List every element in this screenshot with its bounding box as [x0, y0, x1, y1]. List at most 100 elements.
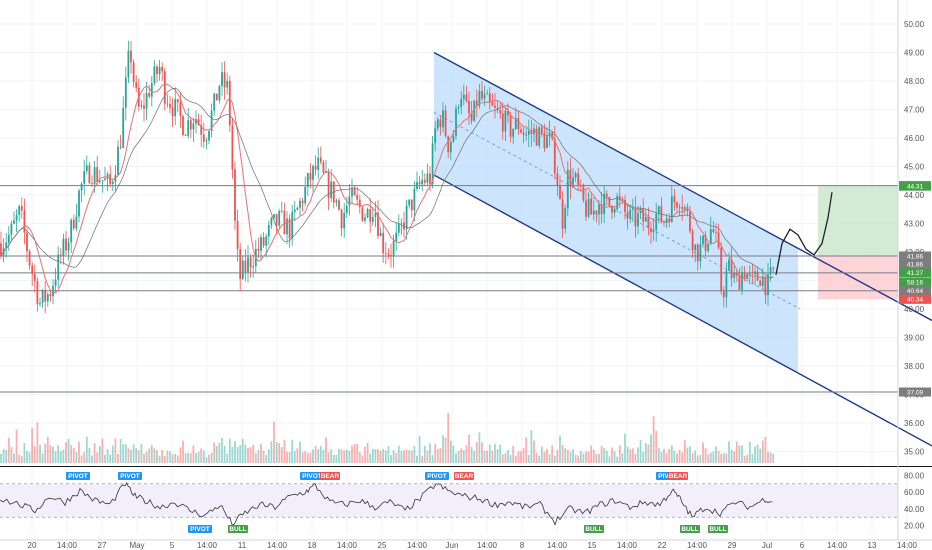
- target-zone: [818, 185, 898, 257]
- volume-bar: [85, 436, 88, 463]
- volume-bar: [743, 455, 746, 463]
- candle-body: [140, 105, 143, 107]
- candle-body: [491, 101, 494, 106]
- candle-body: [322, 162, 325, 173]
- candle-body: [616, 196, 619, 210]
- candle-body: [390, 254, 392, 257]
- candle-body: [278, 211, 281, 226]
- volume-bar: [267, 449, 270, 463]
- volume-bar: [44, 443, 47, 463]
- volume-bar: [161, 450, 164, 463]
- candle-body: [104, 178, 106, 181]
- candle-body: [49, 294, 52, 297]
- volume-bar: [738, 445, 741, 463]
- candle-body: [494, 105, 496, 108]
- candle-body: [522, 132, 525, 136]
- volume-bar: [371, 448, 374, 463]
- volume-bar: [442, 435, 444, 463]
- price-tick-label: 35.00: [904, 448, 925, 457]
- volume-bar: [702, 442, 704, 463]
- volume-bar: [421, 455, 424, 463]
- candle-body: [174, 99, 177, 117]
- volume-bar: [57, 445, 60, 463]
- volume-bar: [145, 451, 148, 463]
- volume-bar: [556, 449, 559, 463]
- volume-bar: [195, 453, 197, 463]
- candle-body: [525, 134, 528, 136]
- volume-bar: [462, 450, 465, 463]
- candle-body: [673, 196, 676, 203]
- candle-body: [621, 199, 624, 200]
- volume-bar: [478, 432, 481, 463]
- volume-bar: [390, 455, 392, 463]
- volume-bar: [340, 449, 343, 463]
- volume-bar: [88, 447, 91, 463]
- candle-body: [603, 193, 606, 215]
- volume-bar: [356, 443, 359, 463]
- candle-body: [301, 200, 304, 204]
- candle-body: [444, 110, 447, 137]
- candle-body: [236, 220, 239, 250]
- price-tick-label: 43.00: [904, 220, 925, 229]
- bull-tag-label: BULL: [681, 526, 698, 533]
- volume-bar: [730, 449, 733, 463]
- candle-body: [247, 257, 249, 273]
- volume-bar: [301, 452, 304, 463]
- candle-body: [652, 230, 655, 233]
- volume-bar: [600, 445, 603, 463]
- candle-body: [512, 128, 515, 137]
- volume-bar: [613, 451, 616, 463]
- candle-body: [234, 169, 236, 221]
- volume-bar: [117, 454, 119, 463]
- bear-tag: [320, 472, 340, 480]
- candle-body: [98, 180, 101, 183]
- volume-bar: [80, 455, 83, 463]
- pivot-tag-label: PIVOT: [120, 473, 140, 480]
- candle-body: [738, 275, 741, 290]
- candle-body: [397, 223, 400, 233]
- volume-bar: [533, 440, 535, 463]
- candle-body: [361, 207, 364, 221]
- candle-body: [631, 208, 634, 210]
- volume-bar: [590, 445, 593, 463]
- candle-body: [153, 66, 156, 84]
- bear-tag: [668, 472, 688, 480]
- candle-body: [605, 193, 608, 197]
- volume-bar: [18, 454, 21, 463]
- volume-bar: [431, 455, 434, 463]
- volume-bar: [577, 455, 580, 463]
- price-tick-label: 36.00: [904, 419, 925, 428]
- volume-bar: [759, 448, 762, 463]
- candle-body: [475, 100, 478, 106]
- volume-bar: [23, 443, 26, 463]
- candle-body: [696, 244, 699, 262]
- candle-body: [772, 267, 775, 269]
- volume-bar: [182, 440, 184, 463]
- volume-bar: [608, 456, 611, 463]
- candle-body: [106, 174, 109, 179]
- volume-bar: [369, 453, 372, 463]
- volume-bar: [221, 438, 223, 463]
- volume-bar: [236, 447, 239, 463]
- time-tick-label: 14:00: [197, 541, 218, 550]
- bull-tag: [584, 525, 604, 533]
- price-level-badge-label: 58:16: [907, 280, 924, 287]
- volume-bar: [13, 453, 15, 463]
- candle-body: [70, 219, 73, 243]
- candle-body: [260, 237, 262, 251]
- candle-body: [20, 206, 23, 211]
- volume-bar: [709, 452, 712, 463]
- candle-body: [252, 266, 255, 268]
- candle-body: [384, 253, 387, 254]
- price-level-badge: [899, 181, 931, 191]
- volume-bar: [715, 446, 717, 463]
- candle-body: [78, 190, 80, 217]
- volume-bar: [96, 452, 99, 463]
- stop-zone: [818, 256, 898, 300]
- candle-body: [88, 165, 91, 184]
- time-tick-label: 5: [170, 541, 175, 550]
- bear-tag: [454, 472, 474, 480]
- volume-bar: [91, 455, 93, 463]
- candle-body: [119, 146, 122, 148]
